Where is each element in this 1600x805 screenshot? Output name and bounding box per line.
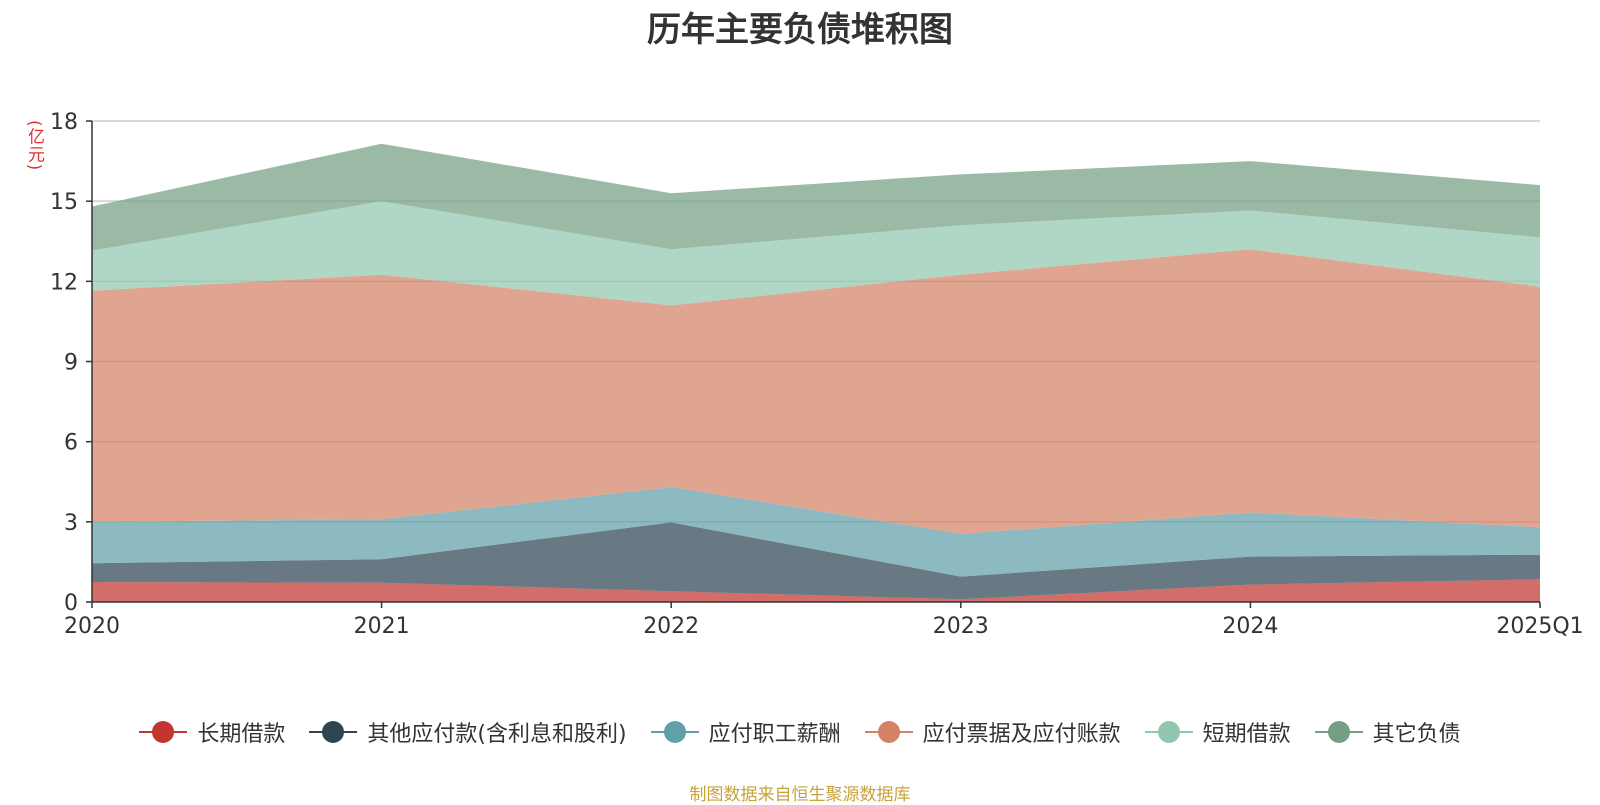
y-tick-label: 18	[50, 110, 78, 135]
legend-item[interactable]: 短期借款	[1144, 716, 1291, 748]
legend-label: 其他应付款(含利息和股利)	[367, 722, 627, 747]
legend-item[interactable]: 应付票据及应付账款	[864, 716, 1121, 748]
legend-marker	[309, 720, 358, 744]
legend-marker	[864, 720, 913, 744]
y-tick-label: 15	[50, 190, 78, 215]
legend-marker	[1144, 720, 1193, 744]
axes: 0 3 6 9 12 15 18 2020 2021 2022 2023 2024 2025Q1	[50, 110, 1584, 639]
x-tick-label: 2020	[64, 614, 120, 639]
y-tick-label: 6	[64, 431, 78, 456]
legend-marker	[1314, 720, 1363, 744]
legend-item[interactable]: 其他应付款(含利息和股利)	[309, 716, 627, 748]
source-note: 制图数据来自恒生聚源数据库	[689, 785, 911, 805]
y-axis-unit-label: (亿元)	[24, 120, 44, 172]
y-tick-label: 12	[50, 270, 78, 295]
legend-label: 短期借款	[1202, 722, 1291, 747]
y-tick-label: 9	[64, 351, 78, 376]
x-tick-label: 2023	[933, 614, 989, 639]
legend-label: 长期借款	[197, 722, 286, 747]
y-tick-label: 3	[64, 511, 78, 536]
x-tick-label: 2022	[643, 614, 699, 639]
x-tick-label: 2024	[1222, 614, 1278, 639]
legend-marker	[650, 720, 699, 744]
area-短期借款	[92, 201, 1540, 306]
chart-title: 历年主要负债堆积图	[647, 10, 953, 50]
legend-item[interactable]: 其它负债	[1314, 716, 1461, 748]
legend-label: 其它负债	[1372, 722, 1461, 747]
area-长期借款	[92, 579, 1540, 602]
area-其他应付款(含利息和股利)	[92, 522, 1540, 600]
legend-item[interactable]: 长期借款	[139, 716, 285, 748]
area-series	[92, 143, 1540, 602]
legend-item[interactable]: 应付职工薪酬	[650, 716, 841, 748]
legend: 长期借款 其他应付款(含利息和股利) 应付职工薪酬 应付票据及应付账款 短期借款 其它负债	[0, 716, 1600, 748]
x-tick-label: 2025Q1	[1496, 614, 1583, 639]
area-应付票据及应付账款	[92, 249, 1540, 534]
area-应付职工薪酬	[92, 487, 1540, 577]
x-tick-label: 2021	[354, 614, 410, 639]
y-tick-label: 0	[64, 591, 78, 616]
stacked-area-chart: 0 3 6 9 12 15 18 2020 2021 2022 2023 2024 2025Q1	[50, 110, 1584, 639]
area-其它负债	[92, 143, 1540, 251]
legend-label: 应付职工薪酬	[708, 722, 841, 747]
legend-marker	[139, 720, 188, 744]
legend-label: 应付票据及应付账款	[922, 722, 1121, 747]
